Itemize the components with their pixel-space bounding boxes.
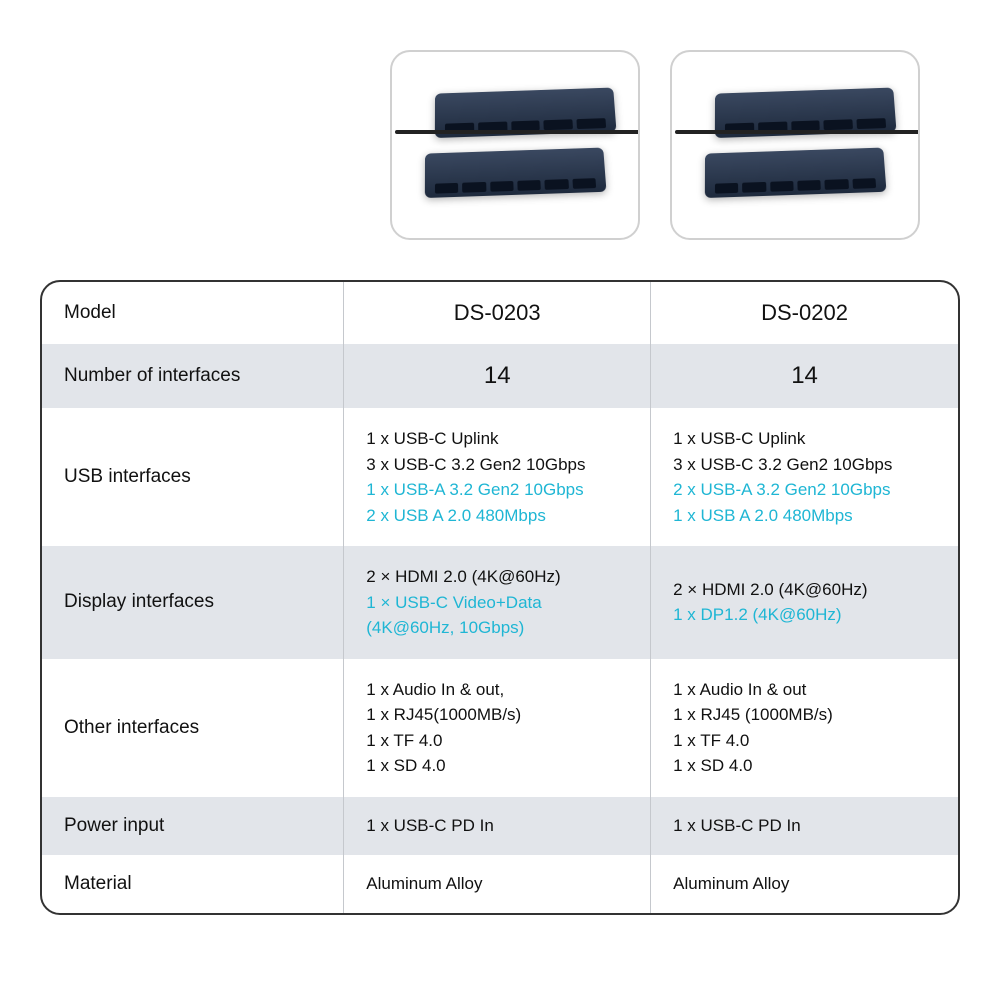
row-label: Model: [42, 282, 344, 344]
row-label: Other interfaces: [42, 659, 344, 797]
table-row: ModelDS-0203DS-0202: [42, 282, 958, 344]
row-value-col2: 1 x Audio In & out1 x RJ45 (1000MB/s)1 x…: [651, 659, 958, 797]
row-label: Display interfaces: [42, 546, 344, 659]
table-row: USB interfaces1 x USB-C Uplink3 x USB-C …: [42, 408, 958, 546]
row-value-col1: 1 x USB-C Uplink3 x USB-C 3.2 Gen2 10Gbp…: [344, 408, 651, 546]
row-value-col2: Aluminum Alloy: [651, 855, 958, 913]
row-value-col2: 14: [651, 344, 958, 408]
row-value-col1: 1 x Audio In & out,1 x RJ45(1000MB/s)1 x…: [344, 659, 651, 797]
table-row: Power input1 x USB-C PD In1 x USB-C PD I…: [42, 797, 958, 855]
row-value-col1: 14: [344, 344, 651, 408]
product-images-row: [40, 50, 960, 240]
row-value-col1: DS-0203: [344, 282, 651, 344]
row-label: Power input: [42, 797, 344, 855]
row-value-col2: 1 x USB-C PD In: [651, 797, 958, 855]
row-value-col2: DS-0202: [651, 282, 958, 344]
table-row: Display interfaces2 × HDMI 2.0 (4K@60Hz)…: [42, 546, 958, 659]
row-value-col1: Aluminum Alloy: [344, 855, 651, 913]
comparison-container: ModelDS-0203DS-0202Number of interfaces1…: [0, 0, 1000, 945]
row-value-col1: 2 × HDMI 2.0 (4K@60Hz)1 × USB-C Video+Da…: [344, 546, 651, 659]
table-row: MaterialAluminum AlloyAluminum Alloy: [42, 855, 958, 913]
row-label: Material: [42, 855, 344, 913]
product-image-ds0203: [390, 50, 640, 240]
row-value-col1: 1 x USB-C PD In: [344, 797, 651, 855]
product-image-ds0202: [670, 50, 920, 240]
row-label: Number of interfaces: [42, 344, 344, 408]
row-value-col2: 1 x USB-C Uplink3 x USB-C 3.2 Gen2 10Gbp…: [651, 408, 958, 546]
comparison-table: ModelDS-0203DS-0202Number of interfaces1…: [40, 280, 960, 915]
table-row: Other interfaces1 x Audio In & out,1 x R…: [42, 659, 958, 797]
table-row: Number of interfaces1414: [42, 344, 958, 408]
row-label: USB interfaces: [42, 408, 344, 546]
row-value-col2: 2 × HDMI 2.0 (4K@60Hz)1 x DP1.2 (4K@60Hz…: [651, 546, 958, 659]
